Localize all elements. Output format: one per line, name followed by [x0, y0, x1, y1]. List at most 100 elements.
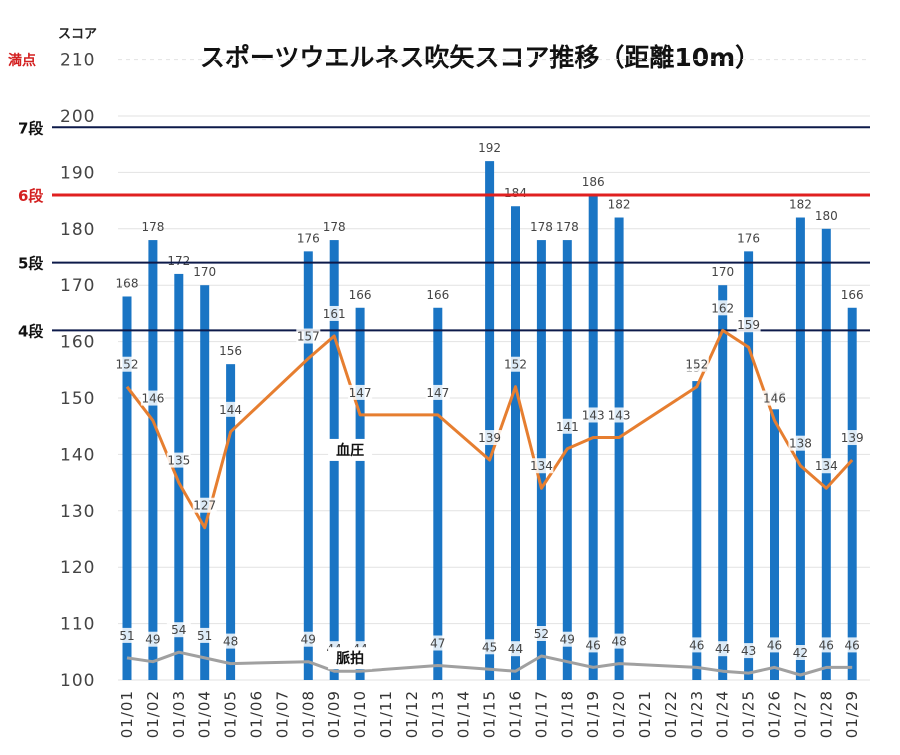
x-tick-label: 01/28: [817, 690, 835, 738]
series-data-label: 141: [556, 420, 579, 434]
x-tick-label: 01/06: [248, 690, 266, 738]
y-tick-label: 150: [60, 389, 95, 409]
x-tick-label: 01/10: [351, 690, 369, 738]
x-axis-ticks: 01/01 01/02 01/03 01/04 01/05 01/06 01/07 01/08…: [118, 690, 861, 738]
series-data-label: 161: [323, 307, 346, 321]
data-label-background: [788, 435, 813, 451]
x-tick-label: 01/16: [507, 690, 525, 738]
series-data-label: 52: [534, 627, 549, 641]
series-name-label: 血圧: [336, 442, 364, 459]
rank-line-label: 4段: [18, 322, 43, 340]
score-bar: [433, 307, 443, 680]
series-data-label: 138: [789, 437, 812, 451]
score-data-label: 156: [219, 344, 242, 358]
x-tick-label: 01/14: [455, 690, 473, 738]
data-label-background: [529, 458, 554, 474]
score-data-label: 178: [323, 220, 346, 234]
score-data-label: 178: [141, 220, 164, 234]
chart-title: スポーツウエルネス吹矢スコア推移（距離10m）: [200, 43, 760, 72]
series-data-label: 49: [145, 633, 160, 647]
series-data-label: 146: [141, 392, 164, 406]
data-label-background: [115, 356, 139, 372]
x-tick-label: 01/01: [118, 690, 136, 738]
data-label-background: [607, 633, 632, 649]
y-tick-label: 120: [60, 558, 95, 578]
score-bar: [200, 285, 210, 680]
data-label-background: [218, 633, 243, 649]
data-label-background: [503, 641, 528, 657]
data-label-background: [166, 452, 191, 468]
y-tick-label: 200: [60, 107, 95, 127]
data-label-background: [348, 384, 373, 400]
series-data-label: 146: [763, 392, 786, 406]
series-data-label: 152: [116, 358, 139, 372]
y-tick-label: 210: [60, 51, 95, 71]
data-label-background: [192, 627, 217, 643]
rank-line-label: 6段: [18, 187, 43, 205]
score-bar: [692, 381, 702, 680]
data-label-background: [736, 643, 761, 659]
score-data-label: 192: [478, 141, 501, 155]
score-bar: [355, 307, 365, 680]
score-bar: [770, 409, 779, 680]
series-data-label: 47: [430, 637, 445, 651]
score-bar: [226, 364, 236, 680]
data-label-background: [503, 356, 528, 372]
series-data-label: 147: [426, 386, 449, 400]
x-tick-label: 01/22: [662, 690, 680, 738]
x-tick-label: 01/15: [481, 690, 499, 738]
score-bar: [148, 240, 158, 680]
series-data-label: 49: [301, 633, 316, 647]
y-tick-label: 160: [60, 333, 95, 353]
series-data-label: 157: [297, 330, 320, 344]
series-data-label: 44: [508, 642, 523, 656]
score-data-label: 166: [841, 288, 864, 302]
rank-line-label: 5段: [18, 255, 43, 273]
x-tick-label: 01/24: [714, 690, 732, 738]
full-score-label: 満点: [8, 52, 36, 69]
score-bar: [614, 217, 624, 680]
data-label-background: [477, 430, 502, 446]
rank-reference-lines: 7段 6段 5段 4段: [18, 119, 870, 340]
data-label-background: [814, 458, 839, 474]
series-data-label: 135: [167, 454, 190, 468]
x-tick-label: 01/20: [610, 690, 628, 738]
x-tick-label: 01/19: [584, 690, 602, 738]
data-label-background: [140, 390, 165, 406]
y-tick-label: 180: [60, 220, 95, 240]
x-tick-label: 01/02: [144, 690, 162, 738]
series-data-label: 46: [819, 638, 834, 652]
series-data-label: 46: [767, 638, 782, 652]
score-data-label: 180: [815, 209, 838, 223]
series-data-label: 143: [608, 408, 631, 422]
x-tick-label: 01/26: [766, 690, 784, 738]
x-tick-label: 01/03: [170, 690, 188, 738]
score-bar: [847, 307, 857, 680]
series-data-label: 152: [685, 358, 708, 372]
series-data-label: 48: [223, 635, 238, 649]
data-label-background: [607, 407, 632, 423]
data-label-background: [529, 626, 554, 641]
x-tick-label: 01/18: [558, 690, 576, 738]
score-bar: [303, 251, 313, 681]
series-line: [125, 328, 854, 530]
score-data-label: 178: [530, 220, 553, 234]
data-label-background: [710, 300, 735, 316]
score-data-label: 186: [582, 175, 605, 189]
series-data-label: 46: [689, 638, 704, 652]
x-tick-label: 01/05: [222, 690, 240, 738]
x-tick-label: 01/11: [377, 690, 395, 738]
data-label-background: [166, 622, 191, 638]
series-data-label: 147: [349, 386, 372, 400]
score-bar: [718, 285, 728, 680]
y-tick-label: 110: [60, 615, 95, 635]
series-data-label: 127: [193, 499, 216, 513]
score-data-label: 170: [711, 265, 734, 279]
score-data-label: 166: [349, 288, 372, 302]
series-name-label: 脈拍: [336, 650, 364, 667]
data-label-background: [296, 631, 321, 647]
x-tick-label: 01/13: [429, 690, 447, 738]
score-bar: [122, 296, 132, 680]
series-data-label: 46: [586, 638, 601, 652]
